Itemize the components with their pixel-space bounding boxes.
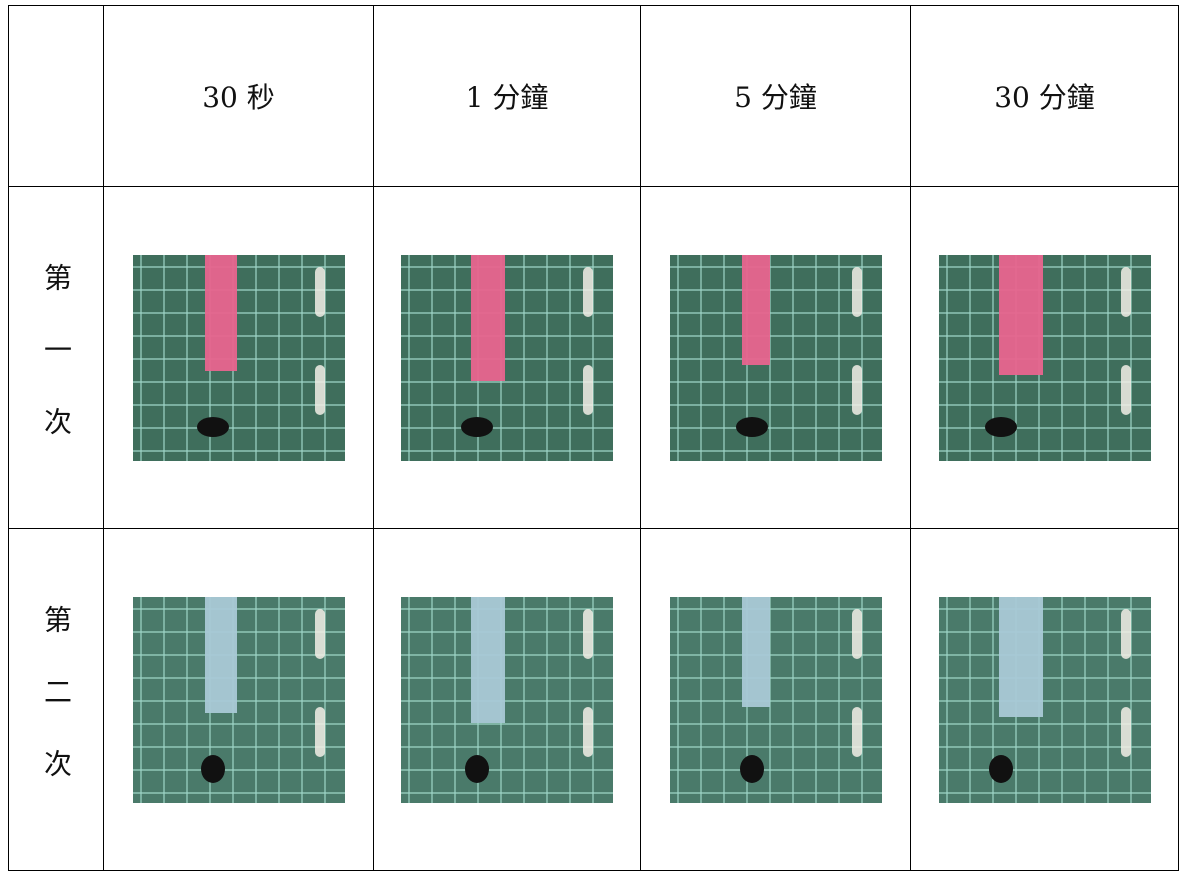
- sample: [988, 754, 1013, 783]
- tape-label: [471, 596, 505, 723]
- glare: [583, 266, 593, 317]
- row-label-cell: 第一次: [8, 186, 104, 529]
- mat: [401, 254, 613, 461]
- tape-label: [204, 596, 237, 713]
- header-row: 30 秒 1 分鐘 5 分鐘 30 分鐘: [8, 5, 1179, 187]
- header-cell: 1 分鐘: [373, 5, 641, 187]
- photo: [132, 596, 345, 803]
- glare: [851, 706, 862, 757]
- glare: [583, 608, 593, 659]
- photo-cell: [640, 528, 911, 871]
- trial-row: 第一次: [8, 186, 1179, 529]
- mat: [132, 254, 345, 461]
- tape-label: [998, 254, 1043, 375]
- glare: [583, 364, 593, 415]
- photo: [132, 254, 345, 461]
- row-label: 第一次: [40, 262, 73, 479]
- glare: [851, 266, 862, 317]
- mat: [938, 596, 1151, 803]
- glare: [851, 364, 862, 415]
- sample: [461, 416, 493, 437]
- sample: [984, 416, 1017, 437]
- photo: [938, 254, 1151, 461]
- glare: [314, 608, 325, 659]
- tape-label: [741, 596, 770, 707]
- tape-label: [204, 254, 237, 371]
- mat: [132, 596, 345, 803]
- sample: [735, 416, 768, 437]
- glare: [1120, 266, 1131, 317]
- mat: [669, 596, 882, 803]
- mat: [938, 254, 1151, 461]
- header-cell: 30 秒: [103, 5, 374, 187]
- row-label: 第二次: [40, 604, 73, 821]
- glare: [1120, 364, 1131, 415]
- glare: [314, 266, 325, 317]
- photo: [669, 596, 882, 803]
- tape-label: [471, 254, 505, 381]
- glare: [851, 608, 862, 659]
- glare: [314, 364, 325, 415]
- glare: [583, 706, 593, 757]
- tape-label: [741, 254, 770, 365]
- photo: [401, 254, 613, 461]
- header-cell: 30 分鐘: [910, 5, 1179, 187]
- glare: [314, 706, 325, 757]
- sample: [739, 754, 764, 783]
- glare: [1120, 608, 1131, 659]
- glare: [1120, 706, 1131, 757]
- photo-cell: [373, 528, 641, 871]
- photo-cell: [103, 186, 374, 529]
- sample: [465, 754, 489, 783]
- header-cell: 5 分鐘: [640, 5, 911, 187]
- trial-row: 第二次: [8, 528, 1179, 871]
- corner-cell: [8, 5, 104, 187]
- photo: [938, 596, 1151, 803]
- sample: [200, 754, 225, 783]
- tape-label: [998, 596, 1043, 717]
- results-table: 30 秒 1 分鐘 5 分鐘 30 分鐘 第一次 第二次: [8, 5, 1179, 871]
- photo-cell: [640, 186, 911, 529]
- photo: [401, 596, 613, 803]
- photo-cell: [910, 528, 1179, 871]
- photo-cell: [373, 186, 641, 529]
- row-label-cell: 第二次: [8, 528, 104, 871]
- photo: [669, 254, 882, 461]
- mat: [669, 254, 882, 461]
- photo-cell: [103, 528, 374, 871]
- sample: [196, 416, 229, 437]
- mat: [401, 596, 613, 803]
- photo-cell: [910, 186, 1179, 529]
